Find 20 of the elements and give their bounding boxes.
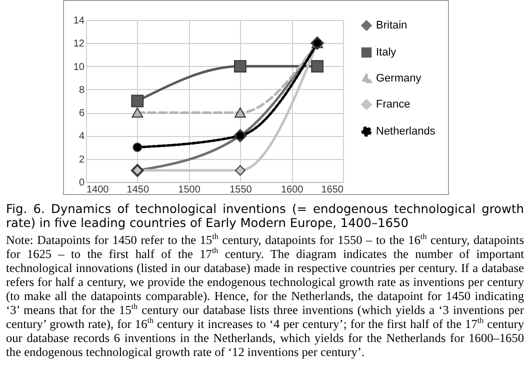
x-tick-label: 1450	[126, 184, 150, 196]
y-tick-label: 2	[78, 154, 85, 166]
legend-label: Netherlands	[376, 126, 436, 138]
y-tick-label: 12	[73, 38, 85, 50]
x-tick-label: 1500	[178, 184, 201, 196]
y-tick-label: 8	[78, 84, 85, 96]
text: Note: Datapoints for 1450 refer to the 15$^{th}$ century, datapoints for 1550 – to the 16$^{th}$ century, datapoints for 1625 – to the first half of the 17$^{th}$ century. The diagram indicates the number of important technological innovations (listed in our database) made in respective countries per century. If a database refers for half a century, we provide the endogenous technological growth rate as inventions per century (to make all the datapoints comparable). Hence, for the Netherlands, the datapoint for 1450 indicating ‘3’ means that for the 15$^{th}$ century our database lists three inventions (which yields a ‘3 inventions per century’ growth rate), for 16$^{th}$ century it increases to ‘4 per century’; for the first half of the 17$^{th}$ century our database records 6 inventions in the Netherlands, which yields for the Netherlands for 1600–1650 the endogenous technological growth rate of ‘12 inventions per century’.	[6, 232, 524, 359]
legend-label: Germany	[376, 72, 422, 84]
x-tick-label: 1550	[230, 184, 252, 196]
x-tick-label: 1600	[280, 184, 304, 196]
legend-label: Britain	[376, 20, 408, 32]
y-tick-label: 4	[78, 131, 85, 142]
y-tick-label: 14	[73, 16, 85, 26]
y-tick-label: 0	[78, 178, 85, 188]
x-tick-label: 1400	[86, 184, 110, 196]
x-tick-label: 1650	[321, 184, 344, 196]
y-tick-label: 10	[73, 62, 85, 73]
legend-label: Italy	[376, 46, 397, 58]
y-tick-label: 6	[78, 108, 85, 120]
legend-label: France	[376, 98, 410, 110]
